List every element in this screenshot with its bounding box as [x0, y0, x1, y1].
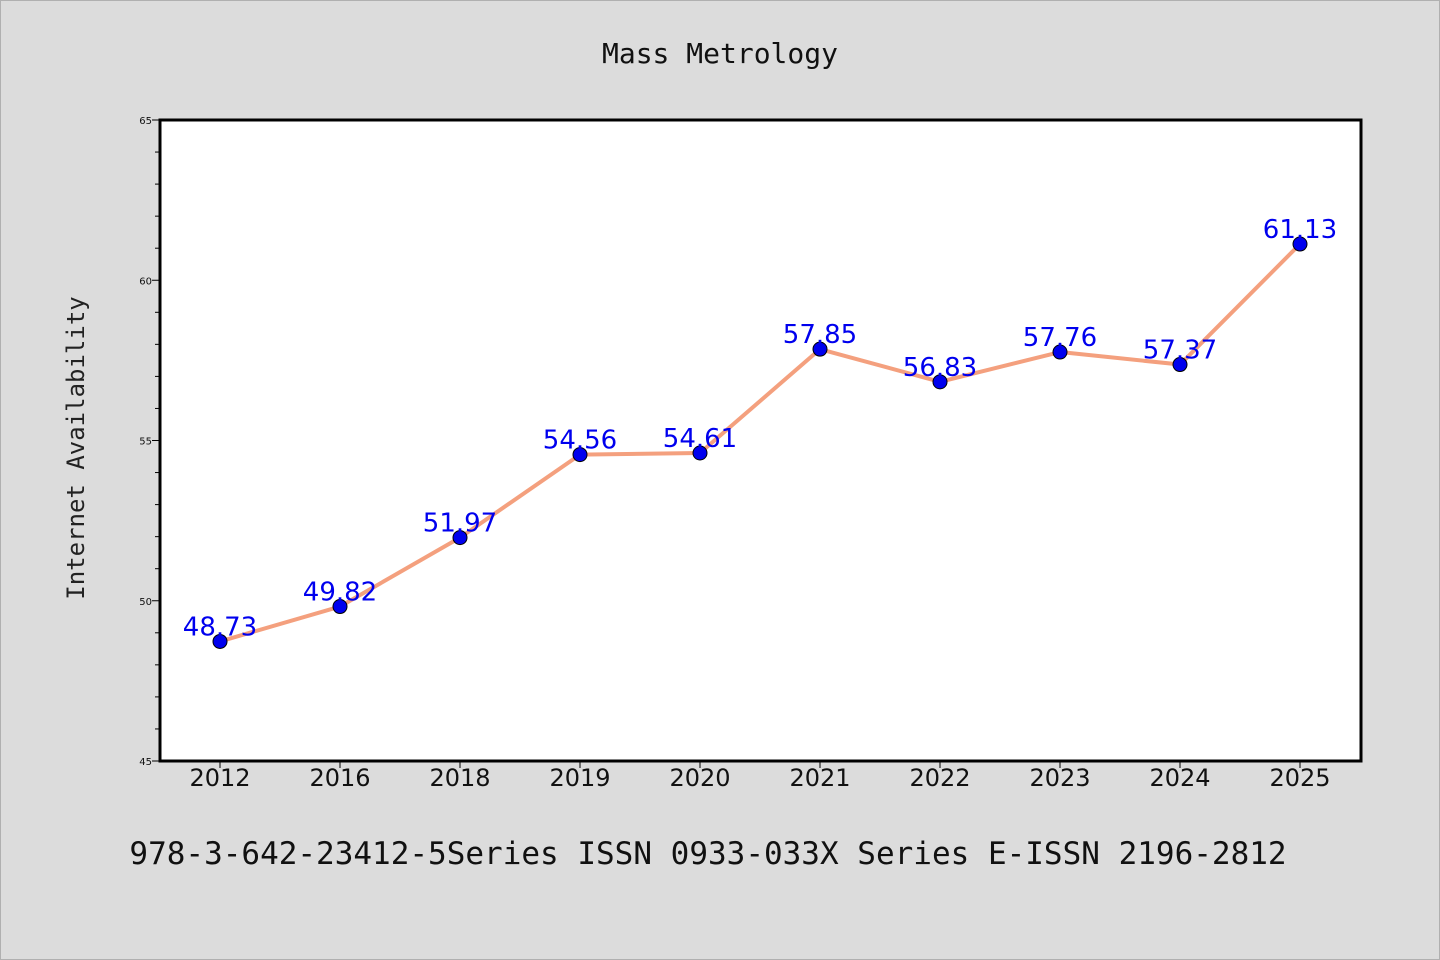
- data-point: [932, 374, 948, 390]
- x-tick-label: 2024: [1149, 764, 1210, 792]
- series-line: [218, 242, 1302, 644]
- data-point: [1052, 344, 1068, 360]
- data-label: 49.82: [303, 578, 377, 608]
- data-label: 56.83: [903, 353, 977, 383]
- data-point: [572, 447, 588, 463]
- data-point: [452, 530, 468, 546]
- y-tick-label: 45: [139, 757, 152, 768]
- y-tick-label: 65: [139, 116, 152, 127]
- y-axis-label: Internet Availability: [62, 296, 90, 599]
- data-point: [1292, 236, 1308, 252]
- x-tick-label: 2018: [429, 764, 490, 792]
- series-group: 48.73 49.82 51.97 54.56 54.61 57.85 56.83 57.76…: [183, 215, 1337, 649]
- y-axis: 45 50 55 60 65: [139, 116, 160, 768]
- data-label: 61.13: [1263, 215, 1337, 245]
- y-tick-label: 60: [139, 276, 152, 287]
- data-label: 57.76: [1023, 323, 1097, 353]
- x-tick-label: 2022: [909, 764, 970, 792]
- data-point: [692, 445, 708, 461]
- plot-area: [158, 118, 1363, 763]
- x-tick-label: 2023: [1029, 764, 1090, 792]
- footer-text: 978-3-642-23412-5Series ISSN 0933-033X S…: [129, 836, 1286, 872]
- y-tick-label: 55: [139, 437, 152, 448]
- data-point: [1172, 357, 1188, 373]
- x-tick-label: 2020: [669, 764, 730, 792]
- data-label: 54.61: [663, 424, 737, 454]
- x-tick-label: 2021: [789, 764, 850, 792]
- data-label: 57.37: [1143, 336, 1217, 366]
- data-label: 51.97: [423, 509, 497, 539]
- x-tick-label: 2012: [189, 764, 250, 792]
- data-point: [332, 599, 348, 615]
- y-tick-label: 50: [139, 597, 152, 608]
- chart-title: Mass Metrology: [602, 37, 838, 70]
- x-axis: 2012 2016 2018 2019 2020 2021 2022 2023 2024 2025: [189, 761, 1331, 792]
- data-label: 54.56: [543, 426, 617, 456]
- data-point: [212, 633, 228, 649]
- x-tick-label: 2025: [1269, 764, 1330, 792]
- x-tick-label: 2019: [549, 764, 610, 792]
- data-label: 48.73: [183, 612, 257, 642]
- data-label: 57.85: [783, 320, 857, 350]
- x-tick-label: 2016: [309, 764, 370, 792]
- data-point: [812, 341, 828, 357]
